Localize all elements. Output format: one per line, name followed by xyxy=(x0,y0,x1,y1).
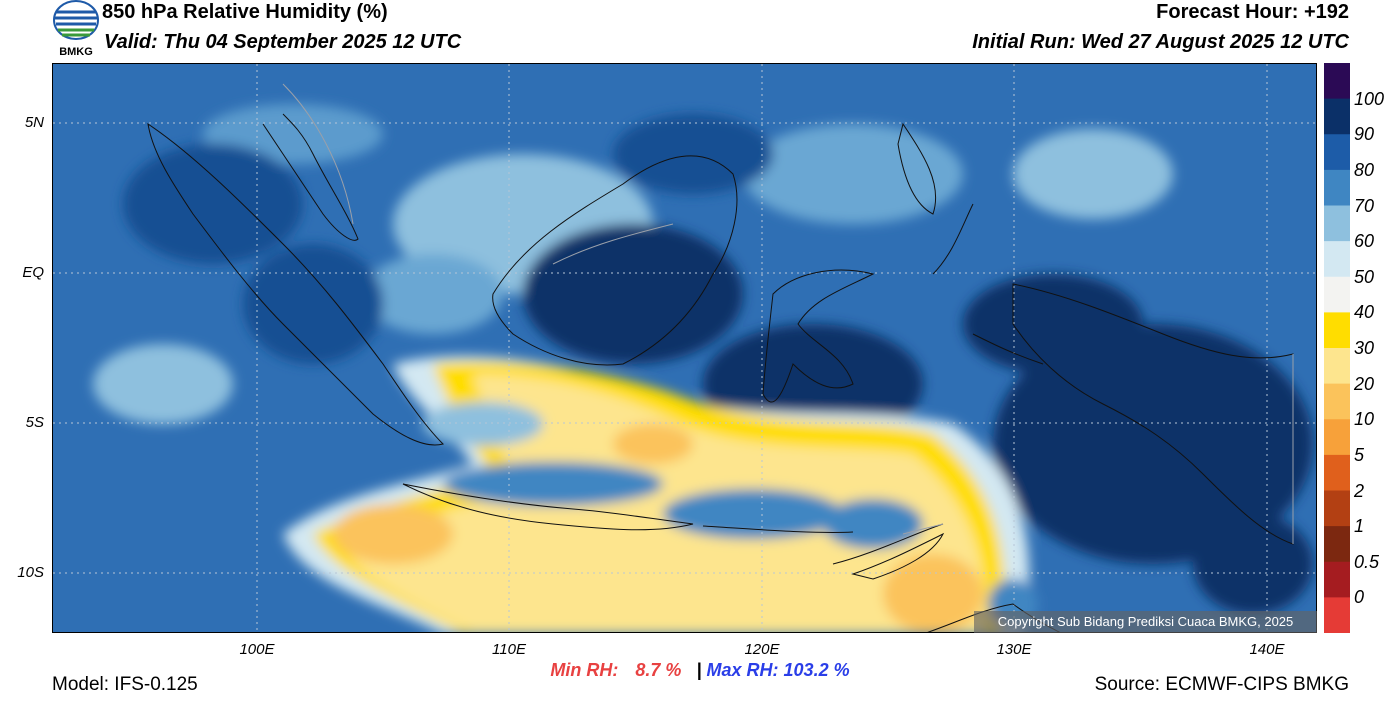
colorbar-swatch xyxy=(1324,276,1350,313)
colorbar-swatch xyxy=(1324,169,1350,207)
colorbar-label: 60 xyxy=(1354,231,1375,252)
lon-label-120e: 120E xyxy=(744,641,780,658)
colorbar-swatch xyxy=(1324,205,1350,242)
colorbar-swatch xyxy=(1324,561,1350,598)
colorbar-label: 5 xyxy=(1354,444,1365,465)
colorbar-label: 20 xyxy=(1354,373,1375,394)
colorbar-label: 70 xyxy=(1354,195,1375,216)
colorbar-swatch xyxy=(1324,98,1350,135)
colorbar xyxy=(1324,63,1350,634)
colorbar-swatch xyxy=(1324,597,1350,634)
min-rh-value: 8.7 % xyxy=(635,660,682,680)
colorbar-swatch xyxy=(1324,312,1350,349)
colorbar-swatch xyxy=(1324,241,1350,278)
colorbar-swatch xyxy=(1324,454,1350,492)
forecast-hour: Forecast Hour: +192 xyxy=(1156,1,1349,23)
colorbar-label: 1 xyxy=(1354,516,1365,537)
initial-run: Initial Run: Wed 27 August 2025 12 UTC xyxy=(972,31,1349,53)
colorbar-swatch xyxy=(1324,134,1350,171)
colorbar-label: 0 xyxy=(1354,587,1365,608)
humidity-map xyxy=(52,63,1317,633)
lon-label-100e: 100E xyxy=(239,641,275,658)
graticule xyxy=(53,64,1316,632)
colorbar-swatch xyxy=(1324,63,1350,100)
colorbar-label: 30 xyxy=(1354,338,1375,358)
coastlines xyxy=(147,113,1294,632)
colorbar-swatch xyxy=(1324,526,1350,563)
stats-separator: | xyxy=(696,660,702,680)
rh-stats: Min RH: 8.7 % | Max RH: 103.2 % xyxy=(0,660,1400,681)
logo-text: BMKG xyxy=(59,46,93,58)
data-source: Source: ECMWF-CIPS BMKG xyxy=(1094,674,1349,695)
map-title: 850 hPa Relative Humidity (%) xyxy=(102,1,388,23)
colorbar-label: 90 xyxy=(1354,124,1375,145)
model-name: Model: IFS-0.125 xyxy=(52,674,198,695)
colorbar-swatch xyxy=(1324,383,1350,420)
lat-label-eq: EQ xyxy=(22,264,44,281)
valid-time: Valid: Thu 04 September 2025 12 UTC xyxy=(104,31,462,53)
lat-label-10s: 10S xyxy=(17,564,44,581)
max-rh-label: Max RH: xyxy=(706,660,779,680)
lon-label-130e: 130E xyxy=(996,641,1032,658)
min-rh-label: Min RH: xyxy=(550,660,619,680)
colorbar-swatch xyxy=(1324,490,1350,527)
colorbar-swatch xyxy=(1324,419,1350,456)
max-rh-value: 103.2 % xyxy=(783,660,850,680)
colorbar-label: 10 xyxy=(1354,409,1375,430)
copyright-notice: Copyright Sub Bidang Prediksi Cuaca BMKG… xyxy=(974,611,1317,633)
lat-label-5n: 5N xyxy=(24,114,44,131)
colorbar-label: 80 xyxy=(1354,159,1375,180)
colorbar-label: 100 xyxy=(1354,88,1385,109)
colorbar-label: 40 xyxy=(1354,302,1375,323)
borders xyxy=(282,83,1294,544)
colorbar-label: 2 xyxy=(1354,480,1365,501)
lon-label-140e: 140E xyxy=(1249,641,1285,658)
colorbar-label: 0.5 xyxy=(1354,551,1380,572)
lon-label-110e: 110E xyxy=(492,641,526,658)
bmkg-logo xyxy=(52,0,100,60)
colorbar-swatch xyxy=(1324,348,1350,385)
lat-label-5s: 5S xyxy=(25,414,44,431)
colorbar-label: 50 xyxy=(1354,266,1375,287)
